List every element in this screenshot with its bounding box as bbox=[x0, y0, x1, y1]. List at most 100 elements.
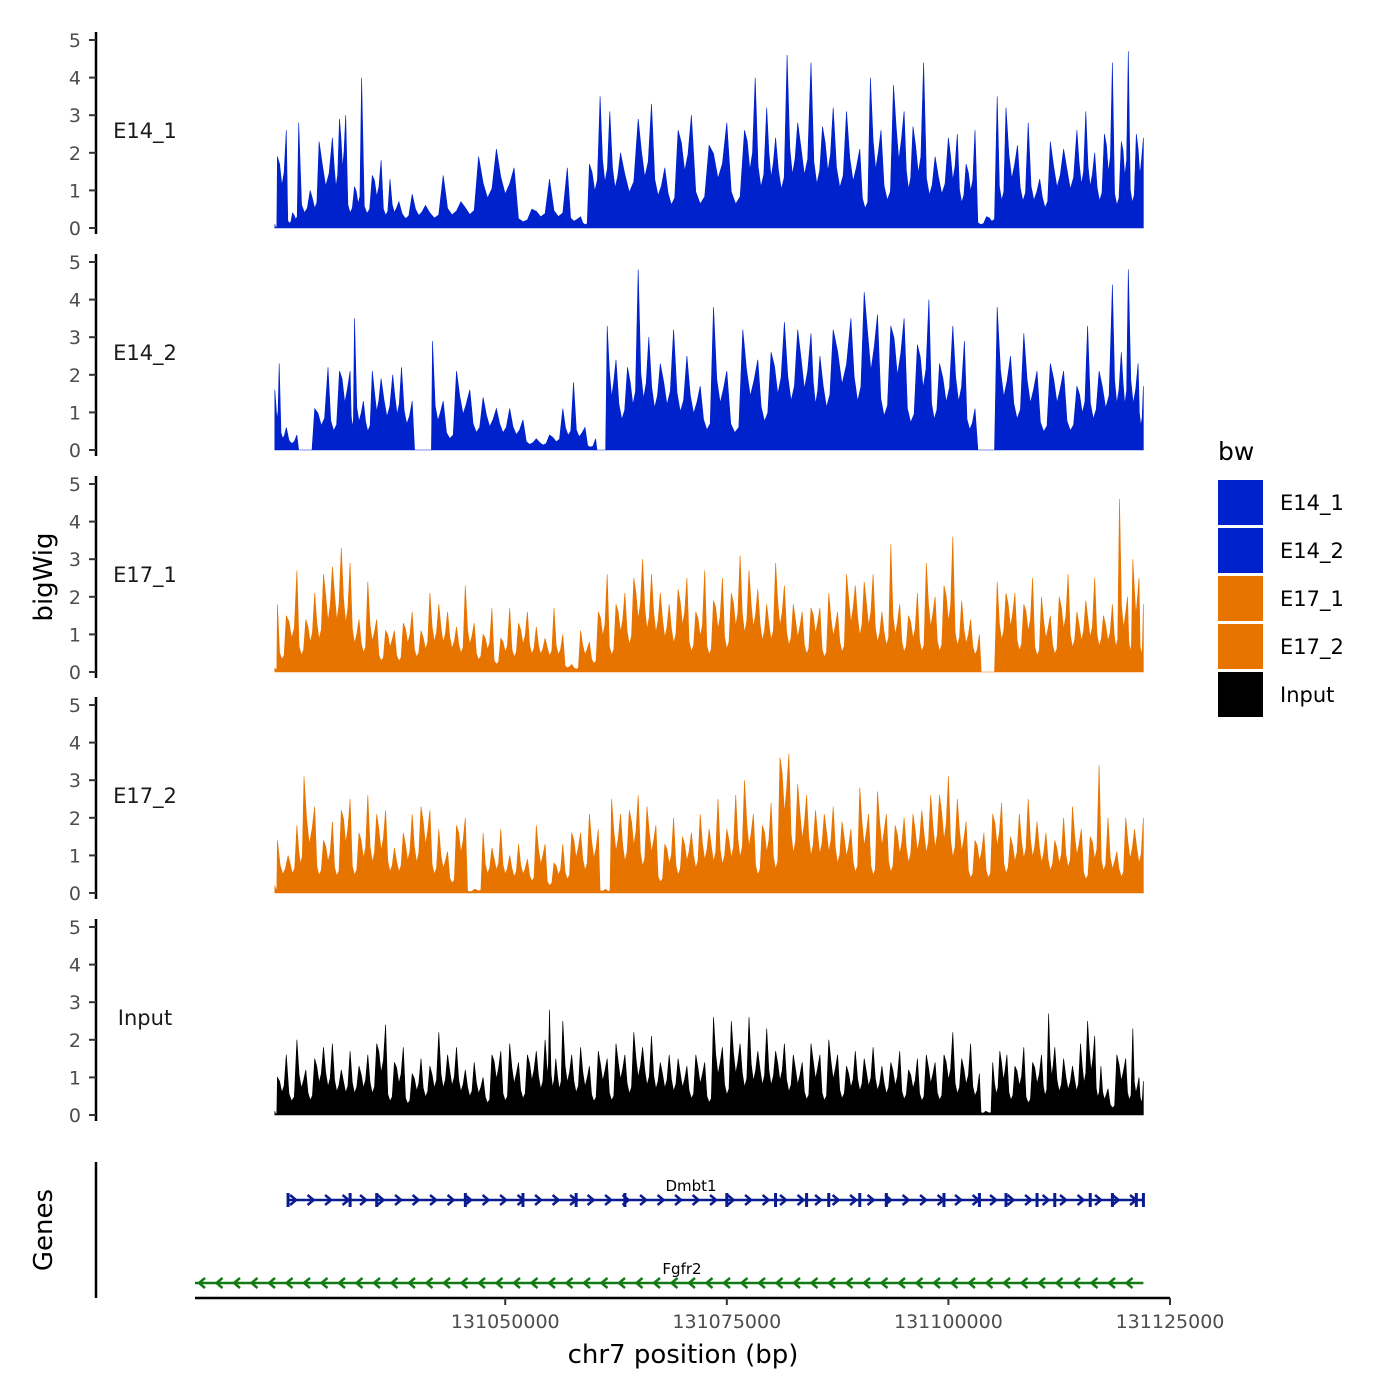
strand-arrow bbox=[354, 1277, 364, 1289]
strand-arrow bbox=[477, 1277, 486, 1289]
exon bbox=[348, 1193, 352, 1207]
y-tick-label: 3 bbox=[69, 992, 81, 1014]
exon bbox=[1035, 1193, 1039, 1207]
y-tick-label: 5 bbox=[69, 252, 81, 274]
strand-arrow bbox=[582, 1277, 591, 1289]
legend-label: E17_1 bbox=[1280, 587, 1344, 612]
y-tick-label: 5 bbox=[69, 30, 81, 52]
track-label: E17_2 bbox=[113, 784, 177, 809]
exon bbox=[463, 1193, 467, 1207]
y-tick-label: 2 bbox=[69, 808, 81, 830]
strand-arrow bbox=[674, 1194, 684, 1206]
track-E17_1: 0 1 2 3 4 5 E17_1 bbox=[69, 474, 1144, 684]
strand-arrow bbox=[337, 1277, 346, 1289]
y-tick-label: 4 bbox=[69, 290, 81, 312]
legend-title: bw bbox=[1218, 437, 1254, 466]
legend-label: E14_2 bbox=[1280, 539, 1344, 564]
strand-arrow bbox=[1024, 1194, 1034, 1206]
strand-arrow bbox=[376, 1194, 386, 1206]
y-tick-label: 4 bbox=[69, 68, 81, 90]
x-tick-label: 131075000 bbox=[672, 1311, 781, 1333]
strand-arrow bbox=[932, 1277, 941, 1289]
strand-arrow bbox=[551, 1194, 561, 1206]
strand-arrow bbox=[1019, 1277, 1029, 1289]
strand-arrow bbox=[442, 1277, 451, 1289]
legend-swatch bbox=[1218, 672, 1263, 717]
exon bbox=[884, 1193, 888, 1207]
strand-arrow bbox=[214, 1277, 224, 1289]
strand-arrow bbox=[652, 1277, 661, 1289]
strand-arrow bbox=[967, 1277, 976, 1289]
strand-arrow bbox=[599, 1277, 609, 1289]
legend: bw E14_1 E14_2 E17_1 E17_2 Input bbox=[1218, 437, 1344, 717]
strand-arrow bbox=[744, 1194, 754, 1206]
x-axis-title: chr7 position (bp) bbox=[568, 1340, 799, 1370]
legend-label: E14_1 bbox=[1280, 491, 1344, 516]
strand-arrow bbox=[1089, 1277, 1099, 1289]
strand-arrow bbox=[529, 1277, 539, 1289]
exon bbox=[375, 1193, 379, 1207]
strand-arrow bbox=[831, 1194, 841, 1206]
y-tick-label: 0 bbox=[69, 440, 81, 462]
signal-area-E14_1 bbox=[274, 51, 1144, 229]
y-tick-label: 3 bbox=[69, 327, 81, 349]
strand-arrow bbox=[267, 1277, 276, 1289]
exon bbox=[574, 1193, 578, 1207]
signal-area-E17_2 bbox=[274, 753, 1144, 894]
strand-arrow bbox=[726, 1194, 736, 1206]
x-tick-label: 131100000 bbox=[894, 1311, 1003, 1333]
y-tick-label: 1 bbox=[69, 845, 81, 867]
strand-arrow bbox=[984, 1277, 994, 1289]
exon bbox=[1134, 1193, 1138, 1207]
strand-arrow bbox=[446, 1194, 456, 1206]
y-tick-label: 4 bbox=[69, 512, 81, 534]
exon bbox=[1110, 1193, 1114, 1207]
strand-arrow bbox=[499, 1194, 509, 1206]
strand-arrow bbox=[1037, 1277, 1046, 1289]
strand-arrow bbox=[656, 1194, 666, 1206]
track-E14_1: 0 1 2 3 4 5 E14_1 bbox=[69, 30, 1144, 240]
exon bbox=[1088, 1193, 1092, 1207]
legend-label: Input bbox=[1280, 683, 1334, 707]
strand-arrow bbox=[197, 1277, 206, 1289]
exon bbox=[623, 1193, 627, 1207]
strand-arrow bbox=[564, 1277, 574, 1289]
strand-arrow bbox=[779, 1194, 789, 1206]
exon bbox=[827, 1193, 831, 1207]
strand-arrow bbox=[1002, 1277, 1011, 1289]
strand-arrow bbox=[814, 1194, 824, 1206]
legend-label: E17_2 bbox=[1280, 635, 1344, 660]
strand-arrow bbox=[604, 1194, 614, 1206]
y-tick-label: 2 bbox=[69, 365, 81, 387]
strand-arrow bbox=[949, 1277, 959, 1289]
strand-arrow bbox=[359, 1194, 369, 1206]
strand-arrow bbox=[844, 1277, 854, 1289]
strand-arrow bbox=[341, 1194, 351, 1206]
exon bbox=[725, 1193, 729, 1207]
legend-swatch bbox=[1218, 528, 1263, 573]
x-tick-label: 131050000 bbox=[451, 1311, 560, 1333]
strand-arrow bbox=[722, 1277, 731, 1289]
strand-arrow bbox=[792, 1277, 801, 1289]
legend-swatch bbox=[1218, 576, 1263, 621]
strand-arrow bbox=[1094, 1194, 1104, 1206]
y-tick-label: 0 bbox=[69, 662, 81, 684]
strand-arrow bbox=[1059, 1194, 1069, 1206]
gene-Fgfr2: Fgfr2 bbox=[195, 1260, 1144, 1289]
strand-arrow bbox=[1072, 1277, 1081, 1289]
strand-arrow bbox=[534, 1194, 544, 1206]
strand-arrow bbox=[289, 1194, 299, 1206]
strand-arrow bbox=[704, 1277, 714, 1289]
strand-arrow bbox=[919, 1194, 929, 1206]
strand-arrow bbox=[481, 1194, 491, 1206]
strand-arrow bbox=[774, 1277, 784, 1289]
strand-arrow bbox=[1076, 1194, 1086, 1206]
strand-arrow bbox=[866, 1194, 876, 1206]
strand-arrow bbox=[372, 1277, 381, 1289]
strand-arrow bbox=[617, 1277, 626, 1289]
strand-arrow bbox=[324, 1194, 334, 1206]
y-tick-label: 0 bbox=[69, 883, 81, 905]
track-label: Input bbox=[118, 1006, 172, 1030]
strand-arrow bbox=[639, 1194, 649, 1206]
